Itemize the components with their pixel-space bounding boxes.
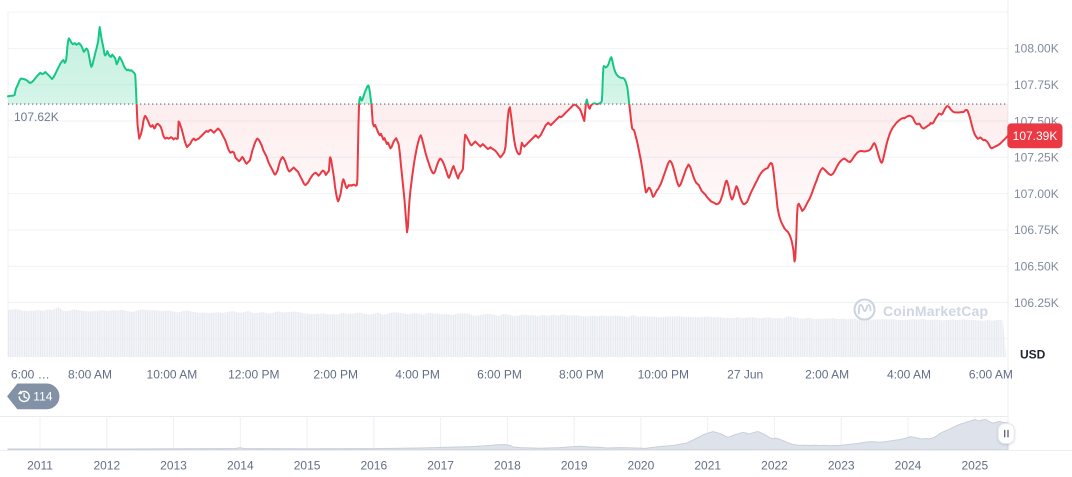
svg-text:6:00 AM: 6:00 AM: [969, 368, 1013, 382]
svg-text:2017: 2017: [427, 459, 454, 473]
svg-text:2014: 2014: [227, 459, 254, 473]
svg-text:27 Jun: 27 Jun: [727, 368, 763, 382]
svg-text:12:00 PM: 12:00 PM: [228, 368, 279, 382]
svg-text:2015: 2015: [294, 459, 321, 473]
svg-text:2019: 2019: [561, 459, 588, 473]
svg-text:4:00 AM: 4:00 AM: [887, 368, 931, 382]
svg-text:114: 114: [33, 390, 52, 404]
svg-text:2018: 2018: [494, 459, 521, 473]
svg-text:6:00 …: 6:00 …: [11, 368, 50, 382]
svg-text:2011: 2011: [27, 459, 53, 473]
svg-text:2021: 2021: [694, 459, 721, 473]
svg-text:CoinMarketCap: CoinMarketCap: [883, 303, 988, 319]
svg-text:2024: 2024: [895, 459, 922, 473]
svg-text:2020: 2020: [628, 459, 655, 473]
svg-text:2:00 AM: 2:00 AM: [805, 368, 849, 382]
svg-text:8:00 PM: 8:00 PM: [559, 368, 604, 382]
svg-text:107.39K: 107.39K: [1013, 129, 1058, 143]
svg-text:2025: 2025: [961, 459, 988, 473]
svg-text:2016: 2016: [360, 459, 387, 473]
svg-text:107.62K: 107.62K: [14, 110, 59, 124]
svg-text:106.25K: 106.25K: [1014, 296, 1059, 310]
svg-text:8:00 AM: 8:00 AM: [68, 368, 112, 382]
svg-text:107.75K: 107.75K: [1014, 78, 1059, 92]
svg-text:6:00 PM: 6:00 PM: [477, 368, 522, 382]
svg-text:107.00K: 107.00K: [1014, 187, 1059, 201]
svg-text:USD: USD: [1020, 348, 1046, 362]
svg-text:10:00 PM: 10:00 PM: [638, 368, 689, 382]
svg-text:2012: 2012: [93, 459, 120, 473]
svg-text:4:00 PM: 4:00 PM: [395, 368, 440, 382]
svg-text:2013: 2013: [160, 459, 187, 473]
svg-text:10:00 AM: 10:00 AM: [147, 368, 198, 382]
svg-text:2022: 2022: [761, 459, 788, 473]
svg-text:108.00K: 108.00K: [1014, 42, 1059, 56]
svg-text:106.50K: 106.50K: [1014, 260, 1059, 274]
svg-text:107.25K: 107.25K: [1014, 151, 1059, 165]
svg-text:2023: 2023: [828, 459, 855, 473]
svg-text:2:00 PM: 2:00 PM: [313, 368, 358, 382]
svg-text:106.75K: 106.75K: [1014, 223, 1059, 237]
